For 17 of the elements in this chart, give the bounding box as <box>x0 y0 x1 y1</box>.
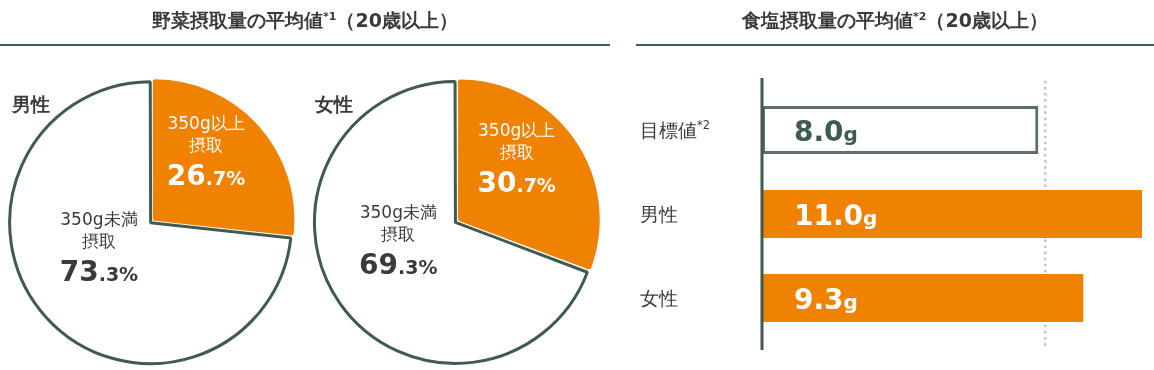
data-label: 9.3g <box>794 283 858 316</box>
y-tick-label: 女性 <box>640 287 678 309</box>
slice-label: 350g以上摂取 <box>478 119 556 162</box>
data-label: 8.0g <box>794 115 858 148</box>
data-label: 30.7% <box>477 165 556 199</box>
data-label: 26.7% <box>166 158 246 192</box>
slice-label: 350g以上摂取 <box>167 112 245 155</box>
chart-title: 野菜摂取量の平均値$^{*1}$（20歳以上） <box>0 8 610 46</box>
text: 女性 <box>315 92 353 117</box>
text: 男性 <box>12 92 50 117</box>
slice-label: 350g未満摂取 <box>359 202 437 245</box>
y-tick-label: 男性 <box>640 203 678 225</box>
data-label: 11.0g <box>794 199 878 232</box>
chart-title: 食塩摂取量の平均値$^{*2}$（20歳以上） <box>636 8 1154 46</box>
slice-label: 350g未満摂取 <box>60 209 138 252</box>
data-label: 73.3% <box>59 255 139 289</box>
data-label: 69.3% <box>359 248 438 282</box>
